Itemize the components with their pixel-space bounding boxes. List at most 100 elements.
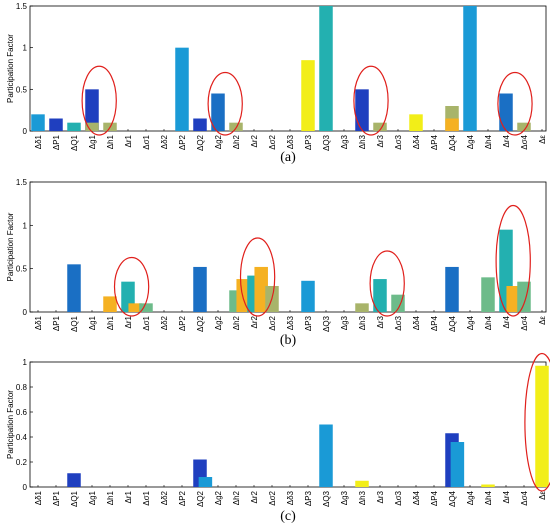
x-tick-label: Δσ4 [520, 134, 529, 149]
bar-Δσ3 [391, 294, 405, 312]
x-tick-label: ΔQ3 [322, 315, 331, 332]
bar-Δh1 [103, 296, 117, 312]
x-tick-label: ΔQ3 [322, 134, 331, 151]
highlight-ellipse [495, 204, 531, 317]
x-tick-label: Δr4 [502, 490, 511, 503]
x-tick-label: Δr4 [502, 134, 511, 147]
x-tick-label: ΔP4 [430, 490, 439, 506]
highlight-ellipse [207, 71, 243, 136]
bar-Δδ4 [409, 114, 423, 131]
x-tick-label: Δh2 [232, 134, 241, 149]
plot-frame [29, 5, 547, 132]
x-tick-label: ΔQ1 [70, 315, 79, 332]
y-tick-label: 1.5 [16, 2, 28, 11]
y-tick-label: 0 [23, 308, 28, 317]
y-tick-label: 0.5 [16, 85, 28, 94]
bar-ΔQ3 [319, 6, 333, 131]
x-tick-label: Δδ4 [412, 490, 421, 505]
x-tick-label: Δr2 [250, 134, 259, 147]
x-tick-label: Δδ3 [286, 490, 295, 505]
x-tick-label: Δδ1 [34, 315, 43, 330]
bar-Δh2 [229, 122, 243, 131]
x-tick-label: ΔP1 [52, 490, 61, 506]
x-tick-label: Δε [538, 491, 547, 500]
bar-ΔQ4 [445, 266, 459, 312]
y-tick-label: 0.4 [16, 433, 28, 442]
x-tick-label: Δσ3 [394, 315, 403, 330]
y-tick-label: 0.6 [16, 408, 28, 417]
plot-frame [29, 181, 547, 313]
x-tick-label: Δδ3 [286, 134, 295, 149]
bar-ΔQ3 [319, 424, 333, 487]
bar-Δg1 [85, 122, 99, 131]
x-tick-label: ΔQ2 [196, 134, 205, 151]
x-tick-label: Δσ1 [142, 134, 151, 149]
y-tick-label: 0 [23, 127, 28, 136]
chart-panel-a: 0 0.5 1 1.5 Participation Factor Δδ1 ΔP1 ΔQ1 Δg1… [6, 2, 547, 165]
x-tick-label: Δg3 [340, 134, 349, 149]
x-tick-label: Δg3 [340, 490, 349, 505]
x-tick-label: Δh4 [484, 134, 493, 149]
bar-ΔQ2 [193, 266, 207, 312]
x-tick-label: Δh1 [106, 315, 115, 330]
x-tick-label: ΔQ1 [70, 490, 79, 507]
bar-Δg4 [463, 6, 477, 131]
x-tick-label: Δδ2 [160, 315, 169, 330]
y-axis-label: Participation Factor [6, 34, 15, 103]
x-tick-label: ΔP2 [178, 134, 187, 150]
x-tick-label: Δσ3 [394, 490, 403, 505]
x-tick-label: Δσ1 [142, 315, 151, 330]
x-tick-label: ΔP4 [430, 315, 439, 331]
x-tick-label: Δh3 [358, 490, 367, 505]
bar-Δh3 [355, 480, 369, 487]
x-tick-label: Δδ2 [160, 134, 169, 149]
x-tick-label: Δr2 [250, 490, 259, 503]
x-tick-label: ΔQ2 [196, 490, 205, 507]
x-tick-label: Δε [538, 316, 547, 325]
y-axis-label: Participation Factor [6, 212, 15, 281]
x-tick-label: Δh2 [232, 490, 241, 505]
bar-Δh3 [355, 303, 369, 312]
x-tick-label: Δg4 [466, 134, 475, 149]
panel-caption: (b) [280, 333, 297, 348]
x-tick-label: ΔQ1 [70, 134, 79, 151]
x-tick-label: Δr1 [124, 315, 133, 328]
bar-ΔQ4 [450, 442, 465, 487]
x-tick-label: ΔQ3 [322, 490, 331, 507]
x-tick-label: Δr1 [124, 490, 133, 503]
panel-caption: (a) [280, 150, 296, 165]
bar-Δh4 [481, 484, 495, 487]
x-tick-label: Δg3 [340, 315, 349, 330]
x-tick-label: Δh3 [358, 134, 367, 149]
bar-Δσ4 [517, 122, 531, 131]
x-tick-label: Δg4 [466, 315, 475, 330]
x-tick-label: ΔP4 [430, 134, 439, 150]
y-tick-label: 1 [23, 358, 28, 367]
x-tick-label: ΔP2 [178, 490, 187, 506]
x-tick-label: Δg1 [88, 134, 97, 149]
x-tick-label: ΔQ4 [448, 315, 457, 332]
x-tick-label: Δσ4 [520, 315, 529, 330]
x-tick-label: ΔP1 [52, 315, 61, 331]
x-tick-label: Δσ3 [394, 134, 403, 149]
bar-Δδ1 [31, 114, 45, 131]
highlight-ellipse [524, 352, 550, 492]
x-tick-label: Δδ4 [412, 134, 421, 149]
bar-ΔQ1 [67, 473, 81, 487]
bar-ΔQ2 [198, 477, 213, 487]
bar-ΔQ1 [67, 264, 81, 312]
y-tick-label: 1.5 [16, 178, 28, 187]
x-tick-label: Δh1 [106, 134, 115, 149]
y-tick-label: 0 [23, 483, 28, 492]
x-tick-label: Δr1 [124, 134, 133, 147]
x-tick-label: Δσ1 [142, 490, 151, 505]
y-tick-label: 0.2 [16, 458, 28, 467]
x-tick-label: Δh3 [358, 315, 367, 330]
x-tick-label: Δσ4 [520, 490, 529, 505]
bar-Δr3 [373, 122, 387, 131]
y-tick-label: 1 [23, 221, 28, 230]
x-tick-label: Δδ4 [412, 315, 421, 330]
highlight-ellipse [81, 65, 117, 136]
x-tick-label: ΔQ4 [448, 134, 457, 151]
y-tick-label: 0.8 [16, 383, 28, 392]
